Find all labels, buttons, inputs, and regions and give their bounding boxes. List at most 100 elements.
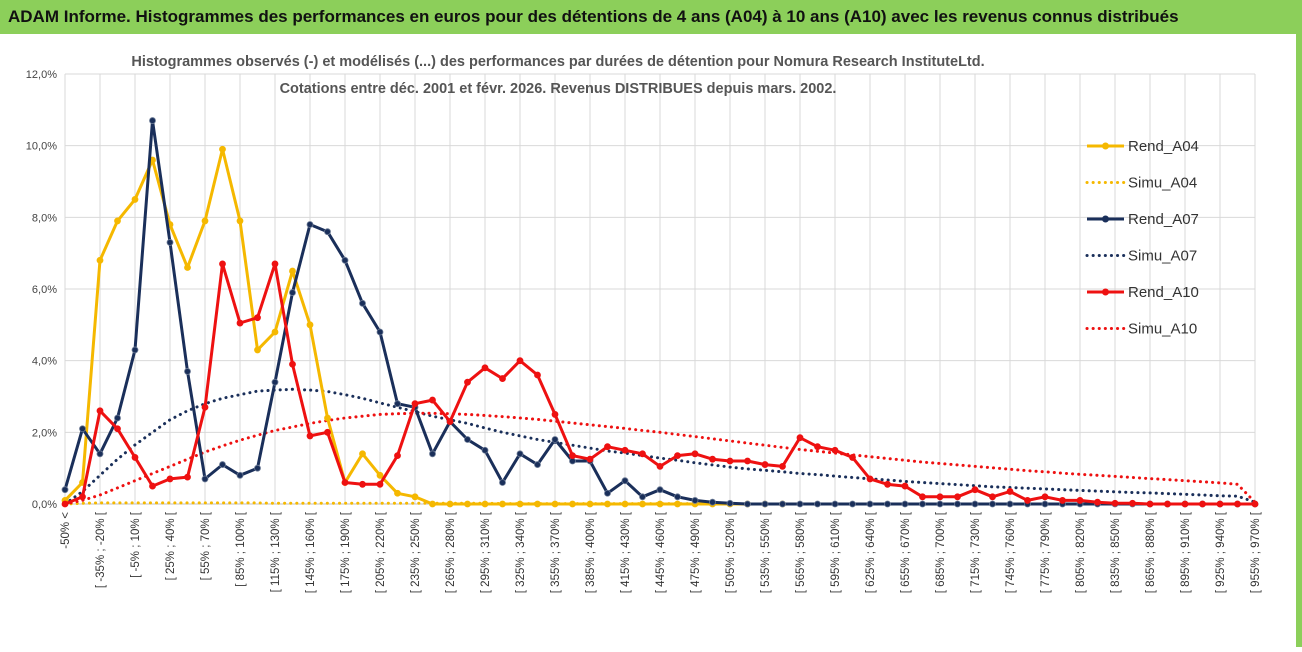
- series-simu-a10: [63, 411, 1257, 506]
- data-point: [149, 117, 156, 124]
- data-point: [411, 400, 419, 408]
- y-tick-label: 4,0%: [32, 356, 57, 368]
- x-tick-label: [ 805% ; 820% [: [1075, 511, 1087, 593]
- data-point: [236, 471, 244, 479]
- data-point: [639, 450, 646, 458]
- x-tick-label: [ 85% ; 100% [: [235, 511, 247, 587]
- data-point: [271, 260, 279, 268]
- data-point: [499, 500, 506, 508]
- x-tick-label: [ 145% ; 160% [: [305, 511, 317, 593]
- data-point: [1199, 500, 1206, 508]
- legend-entry-rend-a10[interactable]: Rend_A10: [1087, 284, 1199, 301]
- data-point: [831, 446, 839, 454]
- legend-label: Simu_A04: [1128, 175, 1197, 192]
- data-point: [971, 486, 979, 494]
- data-point: [376, 328, 384, 336]
- y-tick-label: 10,0%: [26, 141, 57, 153]
- grid-lines: [64, 73, 1256, 505]
- data-point: [744, 500, 751, 508]
- data-point: [1006, 500, 1014, 508]
- data-point: [604, 500, 611, 508]
- chart-background: [0, 34, 1302, 647]
- data-point: [919, 493, 926, 501]
- data-point: [656, 462, 664, 470]
- data-point: [1181, 500, 1189, 508]
- legend-label: Simu_A10: [1128, 321, 1197, 338]
- x-tick-label: [ 685% ; 700% [: [935, 511, 947, 593]
- data-point: [674, 452, 681, 460]
- data-point: [394, 452, 401, 460]
- series-simu-a07: [63, 387, 1257, 506]
- data-point: [236, 217, 244, 225]
- x-tick-label: -50% <: [60, 512, 72, 549]
- data-point: [674, 493, 681, 501]
- legend-entry-simu-a10[interactable]: Simu_A10: [1085, 321, 1197, 338]
- y-tick-label: 12,0%: [26, 69, 57, 81]
- data-point: [446, 500, 454, 508]
- data-point: [691, 497, 699, 504]
- legend-entry-simu-a04[interactable]: Simu_A04: [1085, 175, 1197, 192]
- x-tick-label: [ 505% ; 520% [: [725, 511, 737, 593]
- legend-entry-rend-a04[interactable]: Rend_A04: [1087, 138, 1199, 155]
- data-point: [184, 264, 191, 271]
- x-tick-label: [ 565% ; 580% [: [795, 511, 807, 593]
- series-rend-a10: [61, 260, 1259, 508]
- data-point: [814, 443, 821, 451]
- data-point: [166, 475, 174, 483]
- x-tick-label: [ 535% ; 550% [: [760, 511, 772, 593]
- data-point: [324, 414, 331, 422]
- data-point: [674, 500, 681, 508]
- data-point: [61, 500, 69, 508]
- x-tick-label: [ 715% ; 730% [: [970, 511, 982, 593]
- x-tick-label: [ 955% ; 970% [: [1250, 511, 1262, 593]
- legend-entry-simu-a07[interactable]: Simu_A07: [1085, 248, 1197, 265]
- data-point: [1234, 500, 1241, 508]
- y-tick-label: 8,0%: [32, 212, 57, 224]
- data-point: [359, 450, 366, 458]
- data-point: [96, 450, 104, 458]
- data-point: [1164, 500, 1171, 508]
- right-edge-strip: [1296, 34, 1302, 647]
- data-point: [551, 500, 559, 508]
- data-point: [271, 378, 279, 386]
- data-point: [1111, 499, 1119, 507]
- chart-area: 0,0% 2,0% 4,0% 6,0% 8,0% 10,0% 12,0% -50% < [ -…: [0, 34, 1302, 647]
- x-tick-label: [ 445% ; 460% [: [655, 511, 667, 593]
- data-point: [779, 462, 786, 470]
- data-point: [761, 500, 769, 508]
- data-point: [866, 475, 874, 483]
- data-point: [306, 221, 314, 228]
- data-point: [306, 321, 314, 329]
- x-tick-label: [ 925% ; 940% [: [1215, 511, 1227, 593]
- data-point: [79, 425, 86, 433]
- data-point: [621, 500, 629, 508]
- data-point: [936, 500, 944, 508]
- data-point: [971, 500, 979, 508]
- data-point: [114, 217, 121, 225]
- data-point: [394, 489, 401, 497]
- performance-histogram-chart: 0,0% 2,0% 4,0% 6,0% 8,0% 10,0% 12,0% -50% < [ -…: [0, 34, 1302, 647]
- data-point: [796, 434, 804, 442]
- data-point: [1094, 498, 1101, 506]
- data-point: [499, 479, 506, 486]
- data-point: [184, 473, 191, 481]
- data-point: [429, 450, 436, 458]
- data-point: [376, 471, 384, 479]
- legend-entry-rend-a07[interactable]: Rend_A07: [1087, 211, 1199, 228]
- legend-label: Rend_A10: [1128, 284, 1199, 301]
- data-point: [201, 217, 209, 225]
- data-point: [586, 500, 594, 508]
- x-axis-ticks: -50% < [ -35% ; -20% [[ -5% ; 10% [[ 25% …: [60, 511, 1262, 593]
- series-line: [63, 501, 714, 506]
- data-point: [236, 319, 244, 327]
- data-point: [901, 500, 909, 508]
- data-point: [289, 289, 296, 296]
- data-point: [131, 196, 139, 203]
- data-point: [254, 464, 261, 472]
- legend: Rend_A04 Simu_A04 Rend_A07 Simu_A07 Rend_A10…: [1085, 138, 1199, 338]
- data-point: [324, 428, 331, 436]
- series-line: [63, 387, 1257, 506]
- data-point: [341, 479, 349, 486]
- data-point: [534, 500, 541, 508]
- data-point: [446, 418, 454, 425]
